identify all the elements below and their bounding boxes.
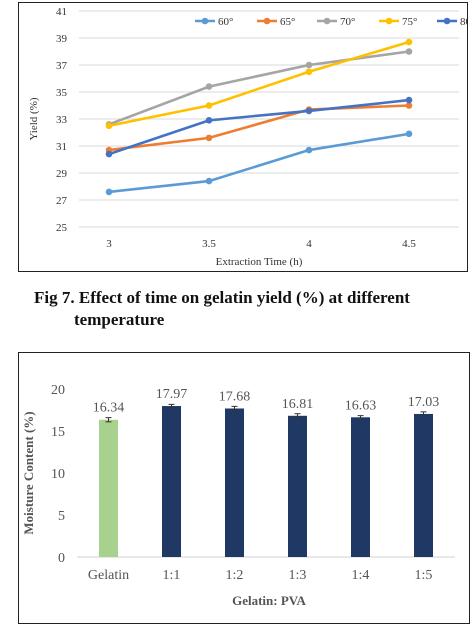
x-axis-label: Gelatin: PVA [232,593,306,608]
legend-label: 70° [340,16,355,28]
data-point [305,68,313,76]
legend-marker [385,17,393,25]
data-label: 16.63 [345,398,377,413]
y-tick-label: 33 [56,114,68,126]
bar [162,406,181,557]
y-tick-label: 25 [56,222,68,234]
bar [288,415,307,557]
moisture-bar-chart: 0 5 10 15 20 16.34 Gelatin 17.97 1:1 17.68 1:2 16.8… [18,352,470,624]
x-tick-label: 1:4 [352,568,370,583]
data-point [305,146,313,154]
data-point [105,150,113,158]
series-line [108,104,410,152]
data-point [305,61,313,69]
legend-label: 60° [218,16,233,28]
x-tick-label: 3.5 [202,238,216,250]
legend-marker [323,17,331,25]
data-point [405,102,413,109]
series-75deg [105,38,413,130]
y-tick-label: 20 [51,383,65,398]
legend-entry: 60° [195,16,233,28]
data-point [105,188,113,196]
data-point [305,107,313,115]
x-tick-label: 4.5 [402,238,416,250]
y-tick-label: 10 [51,467,65,482]
series-line [108,98,410,156]
bar [99,419,118,557]
data-point [205,134,213,142]
legend-marker [263,17,271,25]
legend-marker [201,17,209,25]
x-tick-label: 1:2 [226,568,244,583]
data-point [205,117,213,124]
y-tick-label: 29 [56,168,68,180]
y-tick-label: 5 [58,509,65,524]
bar-group-gelatin: 16.34 Gelatin [88,401,129,583]
data-point [405,48,413,55]
y-tick-label: 0 [58,551,65,566]
x-tick-label: 1:3 [289,568,307,583]
y-tick-label: 31 [56,141,67,153]
y-tick-label: 39 [56,33,68,45]
series-line [108,40,410,128]
legend-label: 80° [460,16,467,28]
y-axis-label: Yield (%) [28,97,40,140]
series-80deg [105,96,413,158]
y-tick-label: 15 [51,425,65,440]
yield-line-chart: 25 27 29 31 33 35 37 39 41 3 3.5 4 4.5 Extraction Tim… [18,2,474,272]
legend-label: 65° [280,16,295,28]
series-65deg [105,102,413,154]
data-point [405,96,413,104]
data-label: 16.34 [93,401,125,416]
bar [414,413,433,557]
x-tick-label: 4 [306,238,312,250]
series-line [108,132,410,194]
x-tick-label: 1:5 [415,568,433,583]
x-tick-label: Gelatin [88,568,129,583]
data-label: 16.81 [282,397,314,412]
data-point [405,130,413,138]
yield-line-chart-svg: 25 27 29 31 33 35 37 39 41 3 3.5 4 4.5 Extraction Tim… [28,6,474,268]
bar-group-1-1: 17.97 1:1 [156,387,188,583]
bar-group-1-4: 16.63 1:4 [345,398,377,583]
x-tick-label: 1:1 [163,568,181,583]
series-60deg [105,130,413,196]
bar-group-1-2: 17.68 1:2 [219,389,251,583]
legend-label: 75° [402,16,417,28]
y-tick-label: 27 [56,195,68,207]
data-label: 17.03 [408,395,440,410]
legend-entry: 65° [257,16,295,28]
data-point [205,177,213,185]
figure-caption-line1: Fig 7. Effect of time on gelatin yield (… [34,288,410,307]
moisture-bar-chart-svg: 0 5 10 15 20 16.34 Gelatin 17.97 1:1 17.68 1:2 16.8… [21,383,455,608]
data-point [105,122,113,130]
figure-caption: Fig 7. Effect of time on gelatin yield (… [22,287,472,331]
data-point [205,83,213,90]
figure-caption-line2: temperature [74,310,165,329]
bar [351,417,370,557]
legend-marker [443,17,451,25]
y-tick-label: 35 [56,87,68,99]
y-tick-label: 41 [56,6,67,18]
bar-group-1-3: 16.81 1:3 [282,397,314,583]
data-point [205,102,213,109]
x-tick-label: 3 [106,238,112,250]
bar [225,408,244,557]
data-point [405,38,413,46]
y-axis-label: Moisture Content (%) [21,411,36,534]
legend-entry: 70° [317,16,355,28]
y-tick-label: 37 [56,60,68,72]
legend-entry: 75° [379,16,417,28]
data-label: 17.97 [156,387,188,402]
bar-group-1-5: 17.03 1:5 [408,395,440,583]
legend-entry: 80° [437,16,474,28]
x-axis-label: Extraction Time (h) [216,256,303,268]
data-label: 17.68 [219,389,251,404]
